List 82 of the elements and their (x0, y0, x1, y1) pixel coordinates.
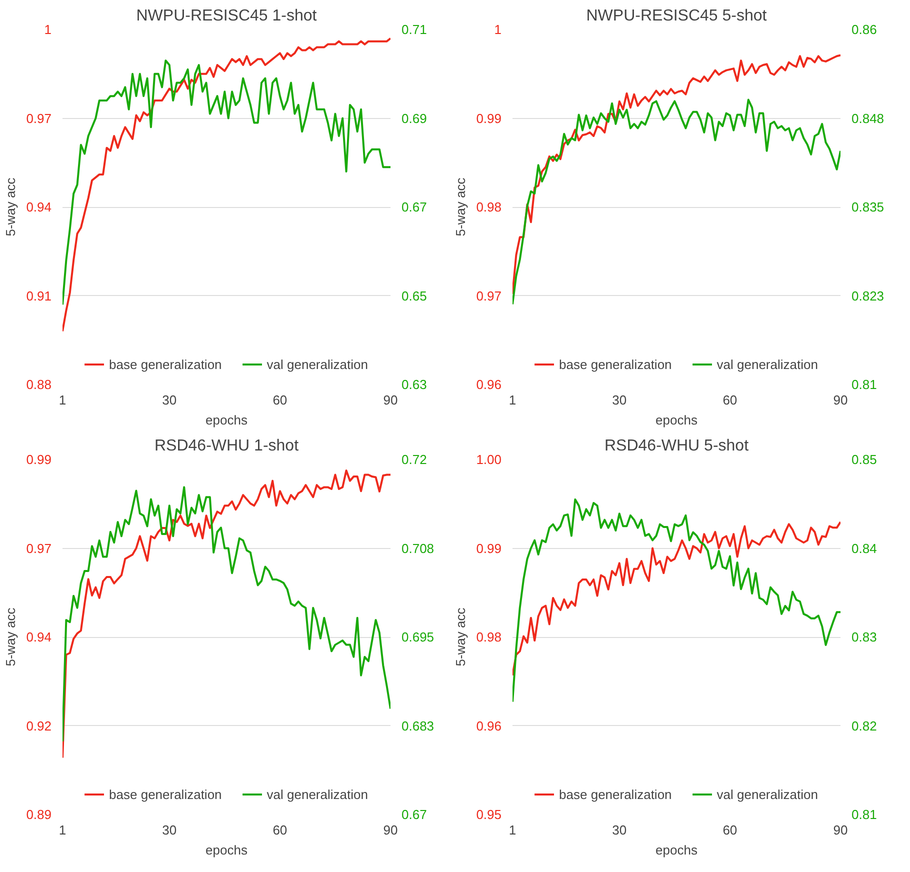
legend-label: val generalization (266, 356, 368, 372)
y2-tick-label: 0.82 (852, 718, 877, 734)
y2-tick-label: 0.69 (402, 110, 427, 126)
y2-tick-label: 0.695 (402, 630, 434, 644)
legend-label: base generalization (559, 356, 672, 372)
x-tick-label: 60 (722, 822, 738, 838)
chart-title: NWPU-RESISC45 5-shot (586, 8, 768, 24)
y2-tick-label: 0.84 (852, 540, 877, 556)
x-tick-label: 60 (272, 822, 288, 838)
line-series (512, 520, 840, 676)
chart-title: RSD46-WHU 1-shot (154, 438, 300, 454)
x-tick-label: 90 (833, 392, 848, 408)
x-tick-label: 90 (383, 392, 398, 408)
y-tick-label: 1.00 (476, 452, 502, 467)
y2-tick-label: 0.835 (852, 200, 884, 214)
y-tick-label: 0.97 (26, 110, 52, 126)
x-tick-label: 90 (383, 822, 398, 838)
y2-tick-label: 0.86 (852, 22, 877, 37)
line-series (512, 498, 840, 703)
legend-label: val generalization (716, 356, 818, 372)
y-tick-label: 0.99 (476, 540, 502, 556)
y2-tick-label: 0.848 (852, 110, 884, 126)
y-tick-label: 0.95 (476, 807, 502, 822)
legend-label: val generalization (716, 786, 818, 802)
y2-tick-label: 0.683 (402, 718, 434, 734)
y-tick-label: 1 (44, 22, 52, 37)
y-tick-label: 0.89 (26, 807, 52, 822)
line-series (62, 37, 390, 332)
x-axis-title: epochs (206, 842, 248, 858)
legend-label: base generalization (109, 356, 222, 372)
x-axis-title: epochs (656, 842, 698, 858)
y-tick-label: 1 (494, 22, 502, 37)
x-tick-label: 1 (58, 822, 66, 838)
y-tick-label: 0.96 (476, 718, 502, 734)
y-axis-title: 5-way acc (453, 607, 468, 666)
y2-tick-label: 0.65 (402, 288, 427, 304)
x-tick-label: 1 (508, 392, 516, 408)
y-tick-label: 0.94 (26, 630, 52, 644)
y-tick-label: 0.97 (476, 288, 502, 304)
chart-title: NWPU-RESISC45 1-shot (136, 8, 318, 24)
y2-tick-label: 0.83 (852, 630, 877, 644)
y-tick-label: 0.99 (26, 452, 52, 467)
line-series (62, 60, 390, 306)
x-axis-title: epochs (206, 412, 248, 428)
x-tick-label: 30 (162, 822, 177, 838)
legend-label: val generalization (266, 786, 368, 802)
y2-tick-label: 0.81 (852, 807, 877, 822)
x-tick-label: 1 (58, 392, 66, 408)
y-axis-title: 5-way acc (3, 607, 18, 666)
legend-label: base generalization (109, 786, 222, 802)
y2-tick-label: 0.708 (402, 540, 434, 556)
x-tick-label: 30 (612, 822, 627, 838)
x-tick-label: 30 (162, 392, 177, 408)
y2-tick-label: 0.63 (402, 377, 427, 392)
y2-tick-label: 0.85 (852, 452, 877, 467)
y-tick-label: 0.97 (26, 540, 52, 556)
chart-title: RSD46-WHU 5-shot (604, 438, 750, 454)
y-tick-label: 0.98 (476, 200, 502, 214)
line-series (512, 98, 840, 306)
y2-tick-label: 0.67 (402, 200, 427, 214)
y-tick-label: 0.91 (26, 288, 52, 304)
x-axis-title: epochs (656, 412, 698, 428)
y-tick-label: 0.96 (476, 377, 502, 392)
y-tick-label: 0.99 (476, 110, 502, 126)
y-axis-title: 5-way acc (453, 177, 468, 236)
y2-tick-label: 0.71 (402, 22, 427, 37)
y-axis-title: 5-way acc (3, 177, 18, 236)
line-series (512, 54, 840, 295)
x-tick-label: 90 (833, 822, 848, 838)
y2-tick-label: 0.72 (402, 452, 427, 467)
y-tick-label: 0.94 (26, 200, 52, 214)
y2-tick-label: 0.67 (402, 807, 427, 822)
y-tick-label: 0.98 (476, 630, 502, 644)
x-tick-label: 60 (272, 392, 288, 408)
y2-tick-label: 0.823 (852, 288, 884, 304)
x-tick-label: 1 (508, 822, 516, 838)
y2-tick-label: 0.81 (852, 377, 877, 392)
y-tick-label: 0.92 (26, 718, 52, 734)
x-tick-label: 60 (722, 392, 738, 408)
y-tick-label: 0.88 (26, 377, 52, 392)
x-tick-label: 30 (612, 392, 627, 408)
legend-label: base generalization (559, 786, 672, 802)
